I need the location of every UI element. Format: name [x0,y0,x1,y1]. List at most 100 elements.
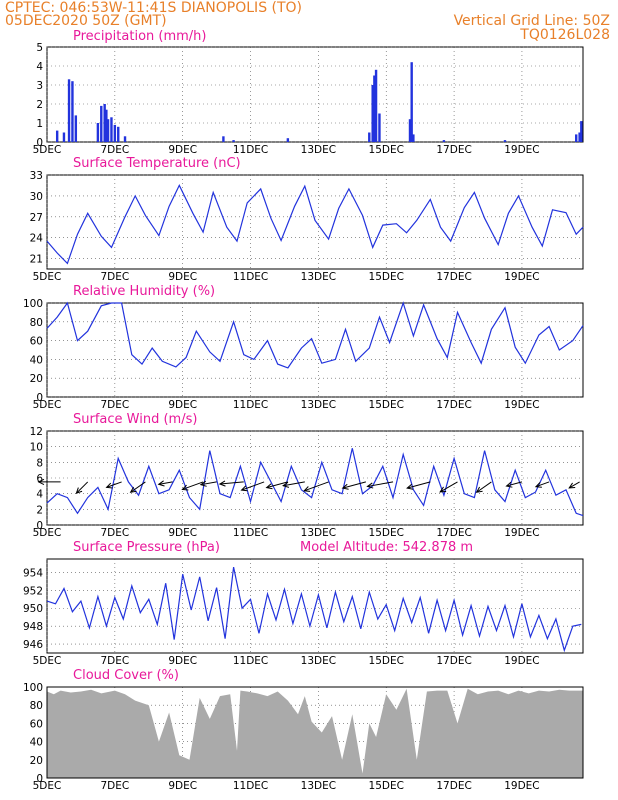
y-tick-label: 80 [30,700,43,712]
x-tick-label: 9DEC [168,399,197,411]
y-tick-label: 30 [30,191,43,203]
precip-bar [55,130,59,142]
y-tick-label: 21 [30,254,43,266]
precip-bar [442,140,446,142]
precip-bar [106,119,110,142]
x-tick-label: 5DEC [33,399,62,411]
wind-arrow-shaft [535,481,550,488]
x-tick-label: 15DEC [369,271,404,283]
plot-frame [46,174,584,270]
x-tick-label: 11DEC [233,271,268,283]
plot-frame [46,46,584,143]
x-tick-label: 11DEC [233,655,268,667]
x-tick-label: 13DEC [301,144,336,156]
wind-arrow [75,481,89,495]
precip-bar [117,126,120,142]
wind-arrow [568,481,580,489]
x-tick-label: 7DEC [100,144,129,156]
header-grid-note: Vertical Grid Line: 50Z [454,13,610,29]
x-tick-label: 13DEC [301,780,336,792]
wind-arrow-head [105,482,113,489]
precip-bar [368,132,371,142]
x-tick-label: 11DEC [233,399,268,411]
wind-panel: Surface Wind (m/s) 0 2 4 6 8 10 12 5DEC 7DEC 9DEC… [30,412,584,539]
series-line [46,566,582,653]
wind-arrow [303,481,329,492]
x-tick-label: 19DEC [504,144,539,156]
y-tick-label: 40 [30,354,43,366]
x-tick-label: 15DEC [369,527,404,539]
x-tick-label: 5DEC [33,780,62,792]
plot-frame-top [46,686,584,779]
y-tick-label: 100 [23,682,43,694]
precip-bar [96,123,100,142]
wind-arrow [37,478,61,485]
precip-bar [113,124,117,142]
precip-bar [408,119,412,142]
header-run-time: 05DEC2020 50Z (GMT) [5,13,167,29]
x-tick-label: 17DEC [436,399,471,411]
precip-bar [580,121,583,142]
cloud-cover-area [47,688,583,778]
x-tick-label: 9DEC [168,527,197,539]
wind-arrow [439,481,458,493]
y-tick-label: 952 [23,585,43,597]
y-tick-label: 10 [30,442,43,454]
humidity-title: Relative Humidity (%) [73,284,215,299]
wind-arrow-head [157,480,165,487]
wind-arrow-shaft [76,481,89,494]
y-tick-label: 1 [36,118,43,130]
y-tick-label: 0 [36,392,43,404]
x-tick-label: 7DEC [100,399,129,411]
wind-arrow-shaft [568,481,580,489]
wind-arrow [265,481,288,490]
wind-arrow [181,481,204,491]
precip-bar [222,136,225,142]
wind-arrow-shaft [200,481,217,486]
precip-bar [110,117,113,142]
y-tick-label: 8 [36,457,43,469]
precipitation-panel: Precipitation (mm/h) 0 1 2 3 4 5 5DEC 7DEC 9DEC 1… [33,29,584,156]
wind-arrow [534,481,550,488]
precip-bar [378,113,381,142]
wind-arrow-head [240,485,248,492]
x-tick-label: 11DEC [233,144,268,156]
pressure-title: Surface Pressure (hPa) [73,540,220,555]
wind-arrow [341,481,367,490]
precip-bar [105,109,108,142]
x-tick-label: 7DEC [100,655,129,667]
wind-arrow-shaft [476,481,492,493]
series-line [46,184,584,265]
cloud-cover-panel: Cloud Cover (%) 0 20 40 60 80 100 5DEC 7DEC 9DEC… [23,668,584,792]
x-tick-label: 9DEC [168,780,197,792]
y-tick-label: 0 [36,137,43,149]
wind-arrow-shaft [241,481,265,491]
wind-arrow-shaft [506,481,523,487]
wind-arrow-head [282,481,290,488]
wind-arrow-shaft [158,481,173,485]
y-tick-label: 27 [30,212,43,224]
wind-arrow-head [265,483,273,490]
wind-arrow-head [129,486,137,493]
x-tick-label: 17DEC [436,655,471,667]
y-tick-label: 60 [30,336,43,348]
x-tick-label: 15DEC [369,780,404,792]
wind-arrow-head [534,482,542,488]
precip-bar [503,140,507,142]
y-tick-label: 6 [36,473,43,485]
precip-bar [71,81,74,142]
wind-arrow-shaft [342,481,367,489]
x-tick-label: 19DEC [504,655,539,667]
y-tick-label: 3 [36,80,43,92]
wind-arrow [105,481,122,489]
precip-bar [62,132,66,142]
y-tick-label: 950 [23,603,43,615]
x-tick-label: 17DEC [436,780,471,792]
precip-bar [575,134,578,142]
x-tick-label: 13DEC [301,527,336,539]
wind-arrow [129,481,146,493]
x-tick-label: 5DEC [33,655,62,667]
wind-title: Surface Wind (m/s) [73,412,197,427]
wind-arrow-head [406,483,414,490]
